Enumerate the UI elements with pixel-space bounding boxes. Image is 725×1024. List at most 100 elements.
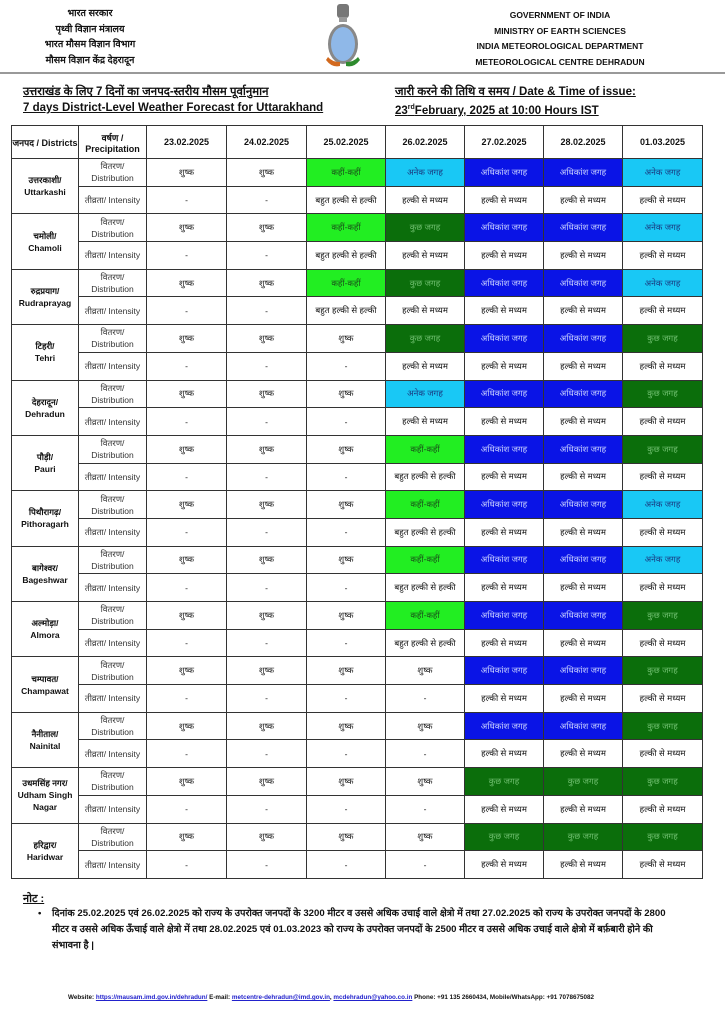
phone-info: Phone: +91 135 2660434, Mobile/WhatsApp:… <box>412 994 594 1001</box>
distribution-cell: कुछ जगह <box>622 601 703 630</box>
district-name: टिहरी/Tehri <box>11 324 79 381</box>
intensity-cell: बहुत हल्की से हल्की <box>385 462 465 492</box>
issue-day: 23 <box>395 104 408 117</box>
table-row-intensity: तीव्रता/ Intensity - - बहुत हल्की से हल्की ह… <box>12 296 703 326</box>
row-label-distribution: वितरण/ Distribution <box>78 767 147 796</box>
intensity-cell: हल्की से मध्यम <box>464 517 544 547</box>
district-name-english: Champawat <box>21 685 69 696</box>
district-name-hindi: अल्मोड़ा/ <box>31 618 59 629</box>
distribution-cell: शुष्क <box>306 767 386 796</box>
intensity-cell: - <box>306 628 386 658</box>
distribution-cell: कहीं-कहीं <box>385 545 465 575</box>
intensity-cell: - <box>306 850 386 879</box>
table-row-distribution: चम्पावत/Champawat वितरण/ Distribution शुष्… <box>11 656 703 713</box>
intensity-cell: - <box>306 407 386 436</box>
table-row-distribution: देहरादून/Dehradun वितरण/ Distribution शुष्… <box>11 379 703 436</box>
intensity-cell: - <box>226 794 307 824</box>
issue-label: जारी करने की तिथि व समय / Date & Time of… <box>395 86 636 98</box>
district-name-hindi: हरिद्वार/ <box>33 839 57 850</box>
intensity-cell: हल्की से मध्यम <box>622 517 703 547</box>
col-header-date: 01.03.2025 <box>622 125 703 159</box>
table-row-intensity: तीव्रता/ Intensity - - - बहुत हल्की से हल्की… <box>12 573 703 602</box>
district-name-hindi: चमोली/ <box>33 230 57 241</box>
email-link-2[interactable]: mcdehradun@yahoo.co.in <box>333 994 413 1001</box>
table-row-distribution: बागेश्वर/Bageshwar वितरण/ Distribution शुष… <box>11 545 703 603</box>
district-name-hindi: पिथौरागढ़/ <box>28 507 62 518</box>
distribution-cell: शुष्क <box>226 767 307 796</box>
distribution-cell: अधिकांश जगह <box>464 601 544 630</box>
intensity-cell: हल्की से मध्यम <box>543 296 623 326</box>
intensity-cell: हल्की से मध्यम <box>543 185 623 215</box>
distribution-cell: अधिकांश जगह <box>464 158 544 187</box>
col-header-date: 25.02.2025 <box>306 125 386 159</box>
intensity-cell: - <box>146 739 227 769</box>
intensity-cell: बहुत हल्की से हल्की <box>385 573 465 602</box>
email-link-1[interactable]: metcentre-dehradun@imd.gov.in <box>231 994 330 1001</box>
distribution-cell: शुष्क <box>226 711 307 741</box>
distribution-cell: कुछ जगह <box>622 324 703 353</box>
header-divider <box>0 72 725 74</box>
distribution-cell: शुष्क <box>226 213 307 243</box>
distribution-cell: शुष्क <box>226 656 307 686</box>
issue-sup: rd <box>407 104 415 111</box>
row-label-intensity: तीव्रता/ Intensity <box>78 794 147 824</box>
row-label-intensity: तीव्रता/ Intensity <box>78 628 147 658</box>
table-row-intensity: तीव्रता/ Intensity - - - - हल्की से मध्यम हल्क… <box>12 739 703 769</box>
table-row-distribution: हरिद्वार/Haridwar वितरण/ Distribution शुष्… <box>11 822 703 879</box>
distribution-cell: अधिकांश जगह <box>543 711 623 741</box>
row-label-intensity: तीव्रता/ Intensity <box>78 351 147 381</box>
distribution-cell: शुष्क <box>146 822 227 852</box>
intensity-cell: - <box>306 351 386 381</box>
intensity-cell: हल्की से मध्यम <box>622 296 703 326</box>
distribution-cell: शुष्क <box>226 490 307 519</box>
intensity-cell: हल्की से मध्यम <box>622 739 703 769</box>
district-name-hindi: टिहरी/ <box>35 341 55 352</box>
distribution-cell: शुष्क <box>226 822 307 852</box>
district-name: पिथौरागढ़/Pithoragarh <box>11 490 79 547</box>
distribution-cell: शुष्क <box>226 324 307 353</box>
intensity-cell: - <box>226 296 307 326</box>
distribution-cell: शुष्क <box>226 601 307 630</box>
district-name-hindi: बागेश्वर/ <box>31 562 59 573</box>
intensity-cell: - <box>146 573 227 602</box>
distribution-cell: कुछ जगह <box>622 656 703 686</box>
distribution-cell: शुष्क <box>306 434 386 464</box>
intensity-cell: - <box>226 684 307 713</box>
distribution-cell: अधिकांश जगह <box>464 490 544 519</box>
intensity-cell: हल्की से मध्यम <box>622 407 703 436</box>
intensity-cell: - <box>306 794 386 824</box>
header-line: भारत मौसम विज्ञान विभाग <box>44 39 136 50</box>
col-header-precipitation: वर्षण / Precipitation <box>78 125 147 159</box>
distribution-cell: अनेक जगह <box>622 213 703 243</box>
intensity-cell: हल्की से मध्यम <box>385 351 465 381</box>
row-label-distribution: वितरण/ Distribution <box>78 379 147 409</box>
distribution-cell: शुष्क <box>306 601 386 630</box>
intensity-cell: हल्की से मध्यम <box>464 185 544 215</box>
intensity-cell: - <box>226 185 307 215</box>
website-label: Website: <box>68 994 96 1001</box>
distribution-cell: कुछ जगह <box>543 767 623 796</box>
distribution-cell: शुष्क <box>226 545 307 575</box>
distribution-cell: अधिकांश जगह <box>543 268 623 298</box>
intensity-cell: बहुत हल्की से हल्की <box>306 296 386 326</box>
table-row-distribution: अल्मोड़ा/Almora वितरण/ Distribution शुष्क श… <box>11 600 703 658</box>
intensity-cell: हल्की से मध्यम <box>464 684 544 713</box>
district-name-english: Nainital <box>29 740 61 751</box>
intensity-cell: - <box>226 517 307 547</box>
district-name-hindi: उत्तरकाशी/ <box>28 175 62 186</box>
intensity-cell: हल्की से मध्यम <box>543 850 623 879</box>
district-name-english: Almora <box>30 630 60 641</box>
header-line: मौसम विज्ञान केंद्र देहरादून <box>45 54 135 66</box>
distribution-cell: कहीं-कहीं <box>385 434 465 464</box>
website-link[interactable]: https://mausam.imd.gov.in/dehradun/ <box>95 994 208 1001</box>
distribution-cell: कुछ जगह <box>622 767 703 796</box>
col-header-date: 28.02.2025 <box>543 125 623 159</box>
distribution-cell: अधिकांश जगह <box>464 213 544 243</box>
table-row-intensity: तीव्रता/ Intensity - - - हल्की से मध्यम हल्की… <box>12 351 703 381</box>
imd-emblem-icon <box>326 4 360 67</box>
distribution-cell: कुछ जगह <box>385 268 465 298</box>
table-row-distribution: पौड़ी/Pauri वितरण/ Distribution शुष्क शुष्क… <box>11 434 703 492</box>
distribution-cell: शुष्क <box>146 379 227 409</box>
table-row-intensity: तीव्रता/ Intensity - - - - हल्की से मध्यम हल्क… <box>12 684 703 713</box>
intensity-cell: - <box>385 850 465 879</box>
